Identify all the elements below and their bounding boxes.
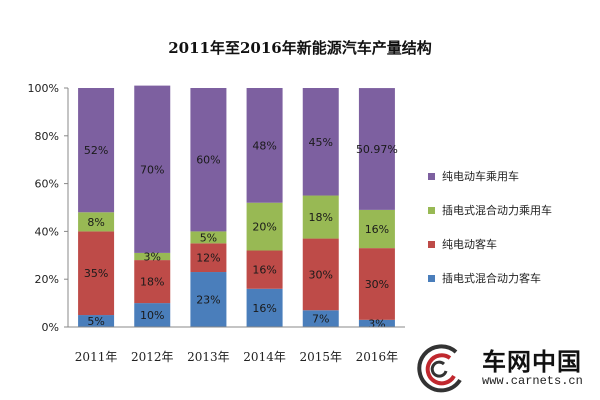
bar-segment <box>302 195 339 239</box>
data-label: 3% <box>144 250 161 263</box>
y-tick-label: 60% <box>35 178 59 191</box>
chart-title: 2011年至2016年新能源汽车产量结构 <box>168 39 432 57</box>
bar-segment <box>134 303 171 327</box>
data-label: 30% <box>365 278 389 291</box>
bar-segment <box>358 209 395 249</box>
x-tick-label: 2016年 <box>356 350 399 364</box>
bar-segment <box>78 212 115 232</box>
data-label: 35% <box>84 267 108 280</box>
data-label: 12% <box>196 252 220 265</box>
y-tick-label: 100% <box>28 82 59 95</box>
data-label: 5% <box>200 231 217 244</box>
x-tick-label: 2011年 <box>75 350 118 364</box>
bar-segment <box>190 231 227 244</box>
y-tick-label: 40% <box>35 225 59 238</box>
legend-label: 纯电动客车 <box>442 237 497 251</box>
bar-segment <box>302 88 339 196</box>
data-label: 16% <box>365 223 389 236</box>
bar-segment <box>358 248 395 320</box>
bar-segment <box>134 252 171 261</box>
bar-segment <box>358 319 395 327</box>
bars <box>78 85 395 327</box>
y-axis: 0% 20% 40% 60% 80% 100% <box>28 82 69 334</box>
data-label: 16% <box>252 264 276 277</box>
y-tick-label: 80% <box>35 130 59 143</box>
legend-swatch <box>428 241 435 248</box>
bar-labels: 5% 35% 8% 52% 10% 18% 3% 70% 23% 12% 5% 60% 16% 16% 20… <box>84 136 398 331</box>
x-tick-label: 2013年 <box>187 350 230 364</box>
bar-segment <box>78 315 115 327</box>
x-tick-label: 2015年 <box>299 350 342 364</box>
x-axis: 2011年 2012年 2013年 2014年 2015年 2016年 <box>68 326 405 364</box>
y-tick-label: 20% <box>35 273 59 286</box>
data-label: 48% <box>252 139 276 152</box>
data-label: 45% <box>309 136 333 149</box>
y-tick-label: 0% <box>42 321 59 334</box>
bar-segment <box>190 272 227 327</box>
bar-segment <box>190 243 227 273</box>
legend-swatch <box>428 275 435 282</box>
bar-segment <box>78 88 115 213</box>
bar-segment <box>302 238 339 311</box>
x-tick-label: 2014年 <box>243 350 286 364</box>
data-label: 70% <box>140 163 164 176</box>
bar-segment <box>246 288 283 327</box>
x-tick-label: 2012年 <box>131 350 174 364</box>
data-label: 60% <box>196 154 220 167</box>
bar-segment <box>134 85 171 253</box>
bar-segment <box>190 88 227 232</box>
data-label: 10% <box>140 309 164 322</box>
data-label: 23% <box>196 294 220 307</box>
bar-segment <box>134 260 171 304</box>
data-label: 3% <box>368 317 385 330</box>
legend-label: 插电式混合动力客车 <box>442 271 541 285</box>
legend-swatch <box>428 173 435 180</box>
data-label: 50.97% <box>356 143 398 156</box>
bar-segment <box>78 231 115 316</box>
data-label: 16% <box>252 302 276 315</box>
legend-label: 纯电动车乘用车 <box>442 169 519 183</box>
watermark: 车网中国 www.carnets.cn <box>410 340 590 396</box>
data-label: 20% <box>252 221 276 234</box>
data-label: 5% <box>87 315 104 328</box>
legend-swatch <box>428 207 435 214</box>
watermark-url: www.carnets.cn <box>482 374 583 388</box>
data-label: 18% <box>309 211 333 224</box>
data-label: 18% <box>140 276 164 289</box>
bar-segment <box>302 310 339 327</box>
data-label: 8% <box>87 216 104 229</box>
watermark-text: 车网中国 <box>482 348 582 376</box>
bar-segment <box>246 202 283 251</box>
data-label: 52% <box>84 144 108 157</box>
bar-segment <box>358 88 395 210</box>
data-label: 7% <box>312 313 329 326</box>
bar-segment <box>246 88 283 203</box>
bar-segment <box>246 250 283 289</box>
data-label: 30% <box>309 268 333 281</box>
carnets-logo-icon <box>417 344 462 393</box>
legend-label: 插电式混合动力乘用车 <box>442 203 552 217</box>
